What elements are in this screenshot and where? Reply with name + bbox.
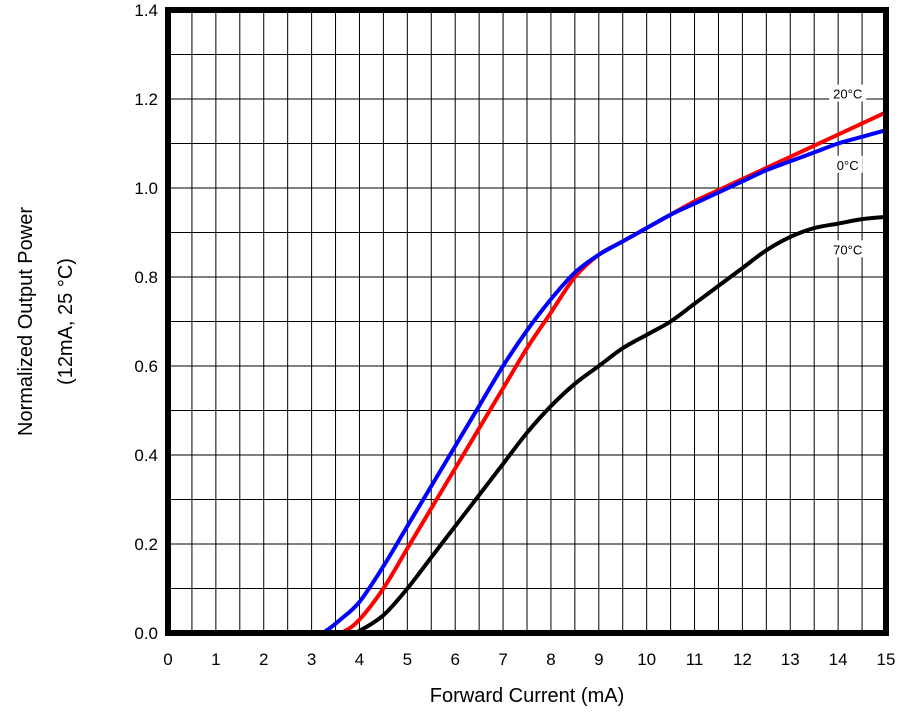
y-tick-label: 0.0 <box>134 624 158 643</box>
curve-label-0c: 0°C <box>837 158 859 173</box>
y-axis-label: Normalized Output Power <box>15 207 37 436</box>
x-tick-label: 3 <box>307 650 316 669</box>
series-layer <box>166 110 888 636</box>
y-tick-label: 1.2 <box>134 90 158 109</box>
y-tick-label: 1.0 <box>134 179 158 198</box>
curve-label-70c: 70°C <box>833 242 862 257</box>
x-tick-label: 1 <box>211 650 220 669</box>
x-axis-label: Forward Current (mA) <box>430 685 624 707</box>
x-tick-label: 8 <box>546 650 555 669</box>
plot-frame <box>165 7 889 636</box>
x-tick-label: 2 <box>259 650 268 669</box>
x-tick-label: 9 <box>594 650 603 669</box>
y-tick-label: 0.4 <box>134 446 158 465</box>
series-line-70c <box>166 214 888 636</box>
x-tick-label: 7 <box>498 650 507 669</box>
curve-label-bg-20c <box>829 84 867 102</box>
y-tick-label: 1.4 <box>134 1 158 20</box>
y-axis-label-subtitle: (12mA, 25 °C) <box>55 258 77 385</box>
x-tick-label: 14 <box>829 650 848 669</box>
grid-lines <box>168 10 886 633</box>
x-tick-labels: 0 1 2 3 4 5 6 7 8 9 10 11 12 13 14 15 <box>163 650 895 669</box>
x-tick-label: 4 <box>355 650 364 669</box>
x-tick-label: 6 <box>450 650 459 669</box>
curve-label-20c: 20°C <box>833 87 862 102</box>
x-tick-label: 10 <box>637 650 656 669</box>
x-tick-label: 15 <box>877 650 896 669</box>
y-tick-label: 0.2 <box>134 535 158 554</box>
y-tick-label: 0.6 <box>134 357 158 376</box>
curve-label-bg-70c <box>829 240 867 258</box>
y-tick-labels: 0.0 0.2 0.4 0.6 0.8 1.0 1.2 1.4 <box>134 1 158 643</box>
curve-label-bg-0c <box>833 155 863 173</box>
x-tick-label: 11 <box>686 650 704 669</box>
series-line-0c <box>166 128 888 636</box>
curve-labels: 20°C 0°C 70°C <box>829 84 867 258</box>
x-tick-label: 5 <box>403 650 412 669</box>
y-tick-label: 0.8 <box>134 268 158 287</box>
x-tick-label: 0 <box>163 650 172 669</box>
x-tick-label: 13 <box>781 650 800 669</box>
series-line-20c <box>166 110 888 636</box>
x-tick-label: 12 <box>733 650 752 669</box>
